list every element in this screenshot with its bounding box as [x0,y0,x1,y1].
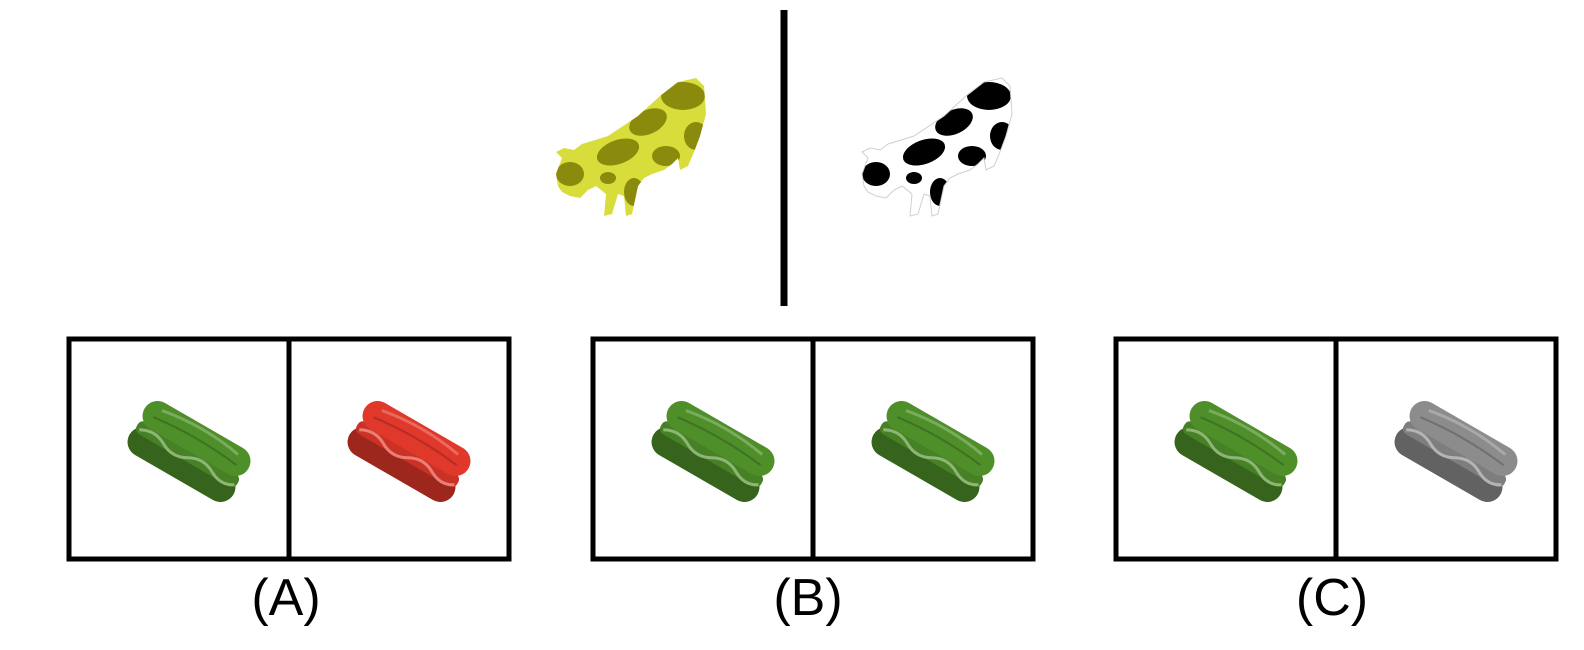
option-c-box [1113,336,1559,562]
right-sandwich-icon [347,401,471,503]
example-pair [556,10,1013,306]
black-white-cow-icon [861,77,1013,217]
option-a-box [66,336,512,562]
right-sandwich-icon [871,401,995,503]
option-b-label: (B) [773,569,843,627]
left-sandwich-icon [1174,401,1298,503]
yellow-cow-icon [556,78,706,216]
left-sandwich-icon [651,401,775,503]
option-c-label: (C) [1295,569,1369,627]
option-a-label: (A) [251,569,321,627]
left-sandwich-icon [127,401,251,503]
right-sandwich-icon [1394,401,1518,503]
option-b-box [590,336,1036,562]
